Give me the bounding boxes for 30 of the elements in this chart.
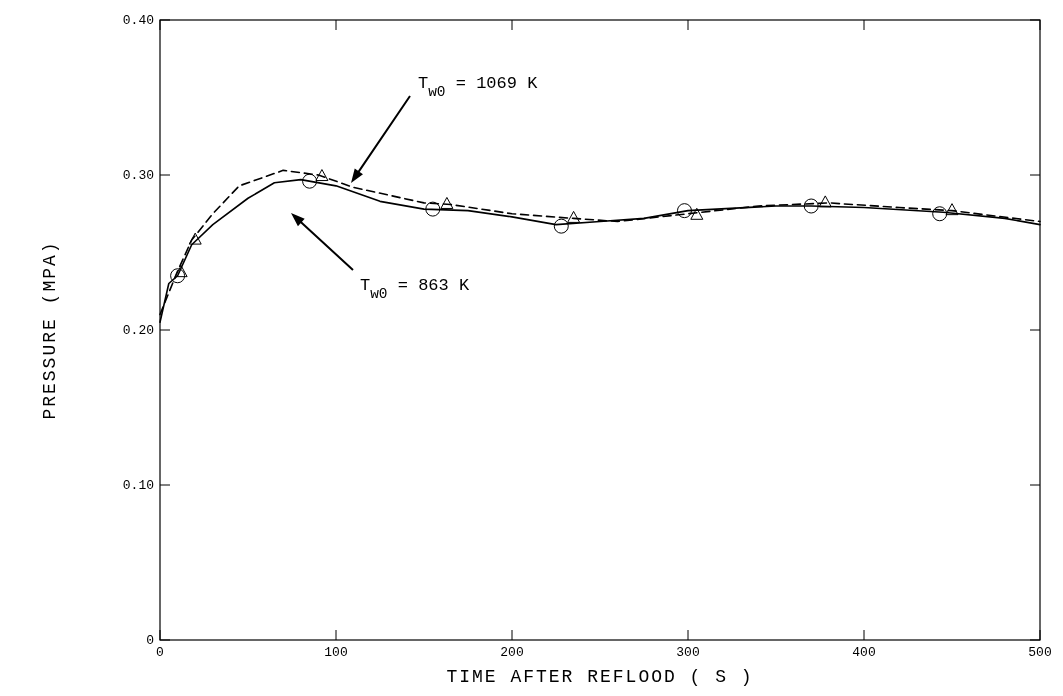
point (818, 195, 832, 208)
point (425, 201, 441, 217)
point (553, 218, 569, 234)
x-axis-title: TIME AFTER REFLOOD ( S ) (446, 667, 754, 687)
point (315, 169, 329, 182)
annotation: T$_{w0}$ = 1069 K (418, 74, 539, 100)
annotation: T$_{w0}$ = 863 K (360, 276, 470, 302)
y-tick-label: 0.10 (122, 478, 154, 493)
point (690, 207, 704, 220)
x-tick-label: 0 (156, 645, 164, 660)
y-tick-label: 0.20 (122, 323, 154, 338)
point (440, 196, 454, 209)
point (188, 232, 202, 245)
point (803, 198, 819, 214)
x-tick-label: 500 (1028, 645, 1052, 660)
point (932, 206, 948, 222)
point (676, 203, 692, 219)
x-tick-label: 400 (852, 645, 876, 660)
point (567, 210, 581, 223)
point (945, 203, 959, 216)
x-tick-label: 100 (324, 645, 348, 660)
y-tick-label: 0.40 (122, 13, 154, 28)
y-axis-title: PRESSURE (MPA) (40, 240, 60, 420)
y-tick-label: 0 (146, 633, 154, 648)
x-tick-label: 200 (500, 645, 524, 660)
point (302, 173, 318, 189)
point (170, 268, 186, 284)
y-tick-label: 0.30 (122, 168, 154, 183)
point (174, 265, 188, 278)
x-tick-label: 300 (676, 645, 700, 660)
